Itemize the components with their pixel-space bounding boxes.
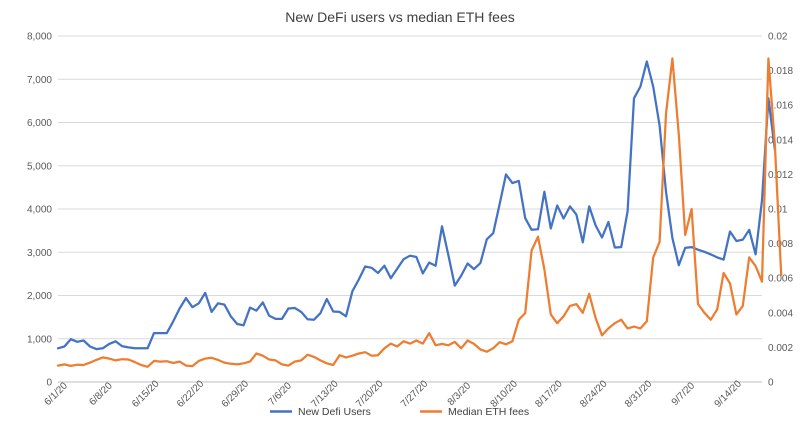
legend-label: Median ETH fees [448, 406, 529, 418]
y-right-tick-label: 0.018 [768, 66, 793, 77]
y-left-tick-label: 4,000 [27, 205, 52, 216]
chart-title: New DeFi users vs median ETH fees [285, 9, 515, 25]
y-right-tick-label: 0.004 [768, 308, 793, 319]
x-tick-label: 8/17/20 [533, 378, 565, 410]
legend: New Defi Users Median ETH fees [270, 406, 529, 418]
y-right-tick-label: 0 [768, 378, 774, 389]
series-line-median-eth-fees [56, 57, 783, 368]
x-tick-label: 7/27/20 [399, 378, 431, 410]
x-tick-label: 8/24/20 [578, 378, 610, 410]
left-axis: 0 1,000 2,000 3,000 4,000 5,000 6,000 7,000 8,00… [27, 32, 52, 389]
y-left-tick-label: 0 [46, 378, 52, 389]
y-right-tick-label: 0.002 [768, 343, 793, 354]
y-left-tick-label: 1,000 [27, 334, 52, 345]
y-right-tick-label: 0.006 [768, 274, 793, 285]
right-axis: 00.0020.0040.0060.0080.010.0120.0140.016… [768, 32, 793, 389]
x-tick-label: 9/7/20 [670, 380, 698, 408]
x-tick-label: 8/3/20 [446, 380, 474, 408]
x-tick-label: 8/31/20 [623, 378, 655, 410]
y-right-tick-label: 0.02 [768, 32, 788, 43]
y-left-tick-label: 2,000 [27, 291, 52, 302]
y-right-tick-label: 0.014 [768, 135, 793, 146]
series-line-new-defi-users [56, 60, 776, 351]
x-tick-label: 6/22/20 [175, 378, 207, 410]
series-layer [56, 57, 783, 368]
y-left-tick-label: 5,000 [27, 161, 52, 172]
x-axis: 6/1/20 6/8/20 6/15/20 6/22/20 6/29/20 7/6/20 7… [43, 378, 762, 410]
x-tick-label: 6/29/20 [220, 378, 252, 410]
x-tick-label: 7/6/20 [267, 380, 295, 408]
y-left-tick-label: 7,000 [27, 75, 52, 86]
x-tick-label: 6/8/20 [87, 380, 115, 408]
legend-label: New Defi Users [298, 406, 371, 418]
y-right-tick-label: 0.012 [768, 170, 793, 181]
x-tick-label: 6/15/20 [130, 378, 162, 410]
y-left-tick-label: 8,000 [27, 32, 52, 43]
y-right-tick-label: 0.016 [768, 101, 793, 112]
gridlines [58, 35, 762, 383]
y-left-tick-label: 3,000 [27, 248, 52, 259]
y-left-tick-label: 6,000 [27, 118, 52, 129]
x-tick-label: 9/14/20 [713, 378, 745, 410]
